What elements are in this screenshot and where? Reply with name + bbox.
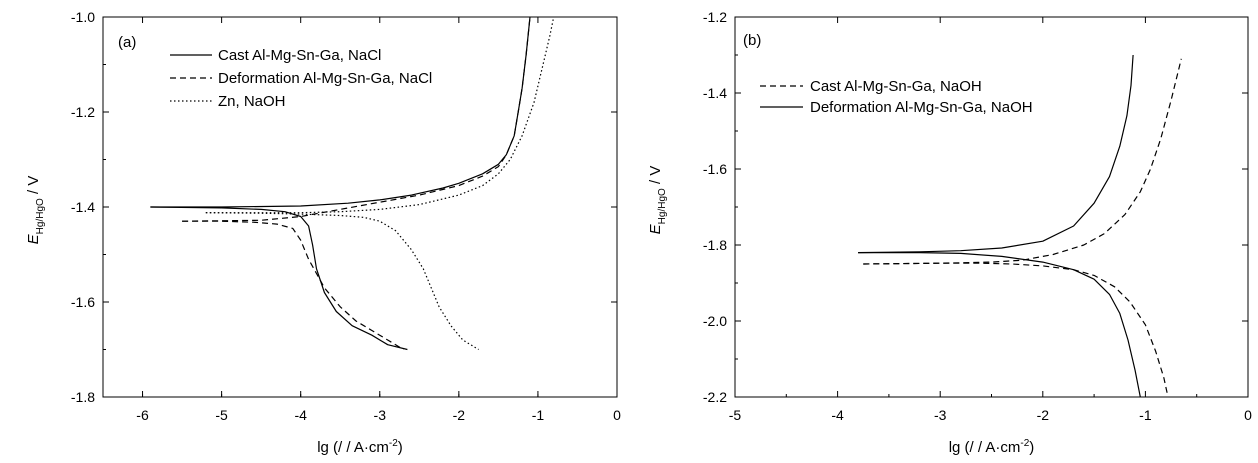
series-line-cathodic	[863, 262, 1169, 397]
series-3	[205, 17, 555, 351]
series-2	[858, 54, 1141, 397]
series-1	[863, 58, 1182, 397]
x-axis-label-text: lg (/ / A·cm	[317, 439, 389, 456]
x-tick-label: -2	[453, 407, 466, 423]
x-axis-label-end: )	[1029, 439, 1034, 456]
legend-label: Deformation Al-Mg-Sn-Ga, NaOH	[810, 99, 1033, 116]
x-axis-label: lg (/ / A·cm-2)	[317, 438, 403, 456]
x-tick-label: -2	[1037, 407, 1050, 423]
y-axis-label: EHg/HgO / V	[25, 176, 46, 245]
y-axis-label-sub: Hg/HgO	[657, 188, 668, 224]
panel-label: (b)	[743, 32, 761, 49]
x-tick-label: 0	[1244, 407, 1252, 423]
series-line-cathodic	[150, 206, 408, 351]
y-axis-label-sub: Hg/HgO	[35, 198, 46, 234]
x-axis-label-sup: -2	[389, 438, 398, 449]
y-tick-label: -1.0	[71, 9, 95, 25]
y-tick-label: -1.6	[71, 294, 95, 310]
plot-frame	[734, 16, 1249, 398]
panel-b: -5 -4 -3 -2 -1 0 -2.2 -2.0 -1.8 -1.6 -1.4 -1.2 lg (/…	[647, 9, 1252, 456]
y-tick-label: -1.8	[71, 389, 95, 405]
x-tick-label: -6	[136, 407, 149, 423]
x-tick-label: -3	[374, 407, 387, 423]
y-tick-label: -2.2	[703, 389, 727, 405]
series-line-cathodic	[858, 252, 1141, 397]
legend-label: Cast Al-Mg-Sn-Ga, NaCl	[218, 47, 381, 64]
x-axis-label-text: lg (/ / A·cm	[949, 439, 1021, 456]
x-tick-label: -3	[934, 407, 947, 423]
legend-label: Cast Al-Mg-Sn-Ga, NaOH	[810, 78, 982, 95]
y-tick-label: -1.2	[71, 104, 95, 120]
x-tick-label: -4	[831, 407, 844, 423]
y-axis-label-unit: / V	[25, 176, 42, 199]
y-axis-label: EHg/HgO / V	[647, 166, 668, 235]
legend-label: Zn, NaOH	[218, 93, 286, 110]
y-tick-label: -1.2	[703, 9, 727, 25]
y-axis-label-unit: / V	[647, 166, 664, 189]
y-tick-label: -1.8	[703, 237, 727, 253]
panel-label: (a)	[118, 34, 136, 51]
x-axis-label-sup: -2	[1020, 438, 1029, 449]
panel-a: -6 -5 -4 -3 -2 -1 0 -1.8 -1.6 -1.4 -1.2 -1.0 lg (/ /…	[25, 9, 621, 456]
y-tick-label: -1.4	[703, 85, 727, 101]
x-tick-label: -5	[729, 407, 742, 423]
series-line-anodic	[150, 17, 531, 208]
series-2	[182, 17, 531, 351]
legend-label: Deformation Al-Mg-Sn-Ga, NaCl	[218, 70, 432, 87]
series-line-anodic	[858, 54, 1134, 254]
x-tick-label: -5	[215, 407, 228, 423]
y-tick-label: -1.4	[71, 199, 95, 215]
x-tick-label: -1	[532, 407, 545, 423]
x-tick-label: 0	[613, 407, 621, 423]
y-axis-label-symbol: E	[25, 233, 42, 244]
x-tick-label: -1	[1139, 407, 1152, 423]
y-tick-label: -2.0	[703, 313, 727, 329]
x-axis-label: lg (/ / A·cm-2)	[949, 438, 1035, 456]
y-axis-label-symbol: E	[647, 223, 664, 234]
series-line-cathodic	[182, 220, 404, 351]
series-line-cathodic	[205, 212, 479, 351]
y-tick-label: -1.6	[703, 161, 727, 177]
x-axis-label-end: )	[398, 439, 403, 456]
series-line-anodic	[205, 17, 555, 214]
x-tick-label: -4	[294, 407, 307, 423]
series-1	[150, 17, 531, 351]
